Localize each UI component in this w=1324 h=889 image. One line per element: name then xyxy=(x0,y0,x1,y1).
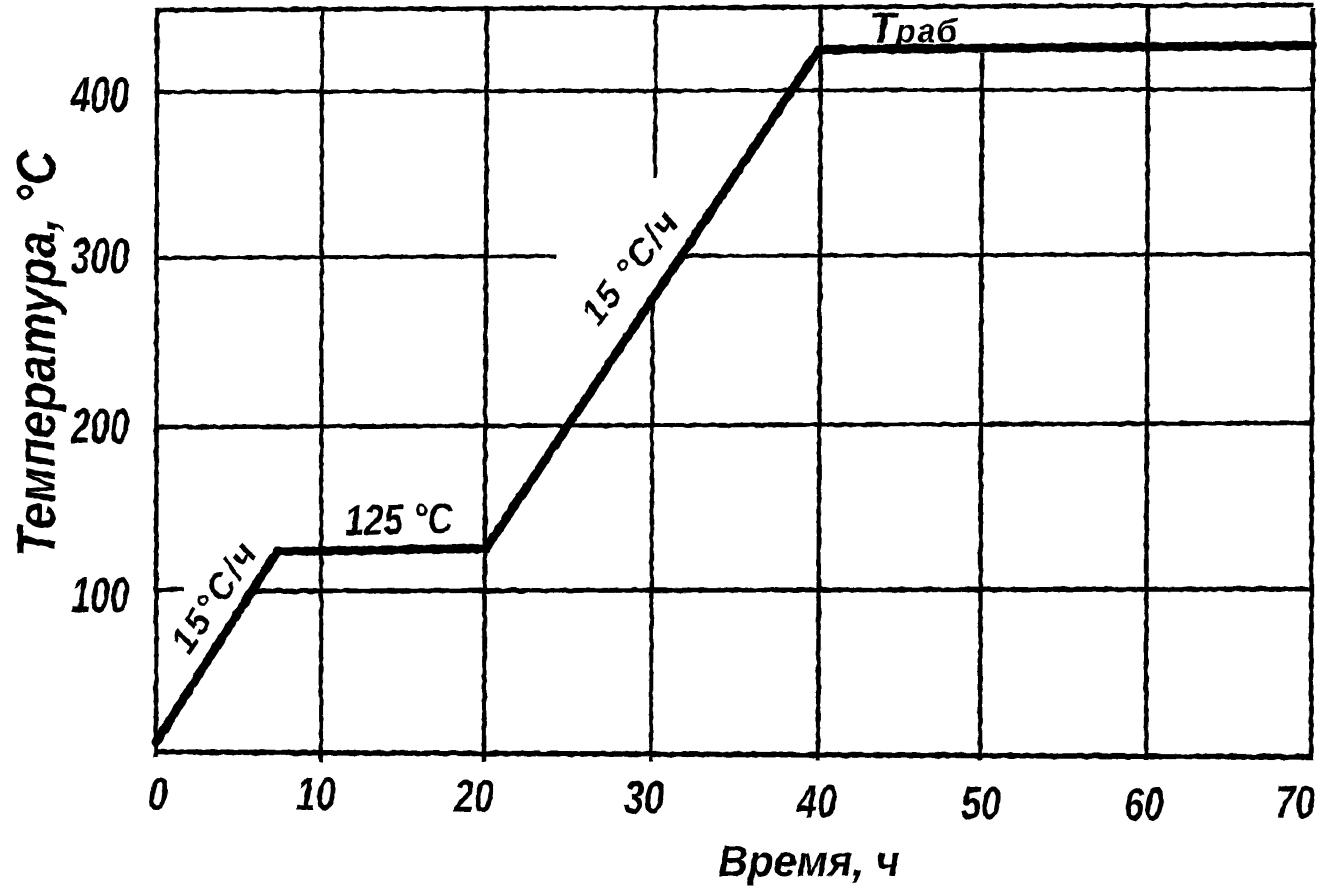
svg-text:40: 40 xyxy=(796,776,837,827)
svg-text:400: 400 xyxy=(70,68,129,124)
svg-text:Температура, °С: Температура, °С xyxy=(5,150,67,557)
svg-text:30: 30 xyxy=(624,772,664,823)
svg-text:60: 60 xyxy=(1124,779,1164,830)
svg-text:200: 200 xyxy=(70,399,129,455)
svg-text:10: 10 xyxy=(296,769,336,820)
svg-text:125 °С: 125 °С xyxy=(344,494,454,545)
svg-text:0: 0 xyxy=(148,769,168,820)
svg-text:20: 20 xyxy=(453,771,494,822)
svg-text:300: 300 xyxy=(71,229,129,285)
svg-text:100: 100 xyxy=(71,568,129,624)
svg-text:Траб: Траб xyxy=(869,4,958,53)
svg-text:Время, ч: Время, ч xyxy=(718,837,900,886)
svg-text:50: 50 xyxy=(961,778,1001,829)
svg-text:70: 70 xyxy=(1275,777,1315,828)
